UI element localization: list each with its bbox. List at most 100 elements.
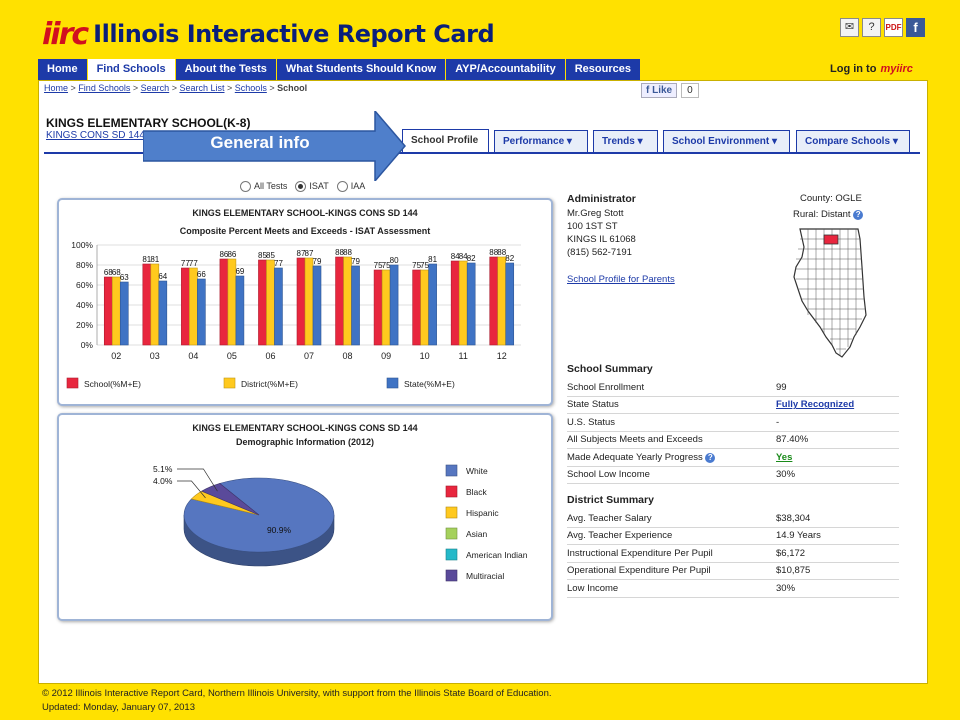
facebook-icon[interactable]: f (906, 18, 925, 37)
radio-isat[interactable]: ISAT (295, 181, 329, 193)
bar (103, 276, 113, 346)
admin-name: Mr.Greg Stott (567, 208, 624, 219)
y-tick-label: 20% (76, 320, 93, 330)
breadcrumb-current: School (277, 83, 308, 93)
footer: © 2012 Illinois Interactive Report Card,… (42, 687, 552, 715)
data-label: 64 (158, 272, 167, 281)
nav-what-students-know[interactable]: What Students Should Know (276, 59, 447, 80)
tab-trends[interactable]: Trends ▾ (593, 130, 658, 152)
bar (197, 278, 206, 346)
district-link[interactable]: KINGS CONS SD 144 (46, 130, 145, 141)
bar (450, 260, 460, 346)
data-label: 81 (428, 255, 437, 264)
admin-address1: 100 1ST ST (567, 221, 618, 232)
school-name: KINGS ELEMENTARY SCHOOL(K-8) (46, 116, 251, 130)
help-icon[interactable]: ? (853, 210, 864, 220)
legend-swatch (386, 377, 399, 389)
bar (274, 267, 283, 346)
legend-swatch (445, 569, 458, 582)
breadcrumb-find-schools[interactable]: Find Schools (78, 83, 131, 93)
pie-title: KINGS ELEMENTARY SCHOOL-KINGS CONS SD 14… (192, 423, 418, 433)
tab-school-profile[interactable]: School Profile (402, 129, 489, 153)
y-tick-label: 60% (76, 280, 93, 290)
data-label: 77 (274, 259, 283, 268)
like-button[interactable]: f Like (641, 83, 678, 98)
bar (389, 264, 399, 346)
data-label: 79 (351, 257, 360, 266)
state-status-link[interactable]: Fully Recognized (776, 399, 855, 411)
chevron-down-icon: ▾ (772, 136, 778, 147)
x-tick-label: 11 (459, 351, 468, 361)
breadcrumb-schools[interactable]: Schools (234, 83, 267, 93)
tab-school-environment[interactable]: School Environment ▾ (663, 130, 790, 152)
bar (489, 256, 499, 346)
mail-icon[interactable]: ✉ (840, 18, 859, 37)
district-summary-table: Avg. Teacher Salary $38,304 Avg. Teacher … (567, 510, 899, 598)
breadcrumb-home[interactable]: Home (44, 83, 69, 93)
isat-chart-panel: KINGS ELEMENTARY SCHOOL-KINGS CONS SD 14… (57, 198, 553, 406)
legend-label: Asian (466, 529, 488, 539)
x-tick-label: 10 (420, 351, 430, 361)
help-icon[interactable]: ? (862, 18, 881, 37)
login-link[interactable]: Log in to myiirc (830, 63, 913, 75)
demographic-chart-panel: KINGS ELEMENTARY SCHOOL-KINGS CONS SD 14… (57, 413, 553, 621)
legend-swatch (445, 548, 458, 561)
data-label: 88 (335, 248, 344, 257)
bar (505, 262, 515, 346)
chart-subtitle: Composite Percent Meets and Exceeds - IS… (179, 226, 431, 236)
table-row: Made Adequate Yearly Progress ? Yes (567, 448, 899, 467)
data-label: 77 (189, 259, 198, 268)
bar (119, 281, 129, 346)
tab-compare-schools[interactable]: Compare Schools ▾ (796, 130, 910, 152)
tab-performance[interactable]: Performance ▾ (494, 130, 588, 152)
bar (335, 256, 344, 346)
y-tick-label: 40% (76, 300, 93, 310)
nav-resources[interactable]: Resources (565, 59, 641, 80)
legend-label: School(%M+E) (84, 379, 141, 389)
admin-heading: Administrator (567, 193, 636, 205)
radio-all-tests[interactable]: All Tests (240, 181, 287, 193)
county-highlight (823, 234, 839, 245)
chevron-down-icon: ▾ (892, 136, 898, 147)
data-label: 75 (382, 261, 391, 270)
data-label: 86 (219, 250, 228, 259)
facebook-like: f Like 0 (641, 83, 699, 98)
table-row: U.S. Status - (567, 413, 899, 432)
nav-home[interactable]: Home (38, 59, 88, 80)
nav-ayp[interactable]: AYP/Accountability (446, 59, 566, 80)
ayp-link[interactable]: Yes (776, 451, 793, 463)
parents-profile-link[interactable]: School Profile for Parents (567, 274, 675, 285)
nav-about-tests[interactable]: About the Tests (175, 59, 277, 80)
data-label: 63 (120, 273, 129, 282)
help-icon[interactable]: ? (705, 452, 716, 463)
admin-address2: KINGS IL 61068 (567, 234, 636, 245)
tab-underline (44, 152, 920, 154)
x-tick-label: 04 (188, 351, 198, 361)
data-label: 88 (343, 248, 352, 257)
radio-icon (336, 181, 348, 193)
data-label: 84 (451, 252, 460, 261)
legend-swatch (445, 485, 458, 498)
bar (219, 258, 229, 346)
pdf-icon[interactable]: PDF (884, 18, 903, 37)
logo-mark: iirc (42, 16, 89, 52)
slice-label: 90.9% (267, 525, 292, 535)
school-summary-table: School Enrollment 99 State Status Fully Re… (567, 379, 899, 484)
nav-find-schools[interactable]: Find Schools (87, 59, 176, 80)
bar (158, 280, 168, 346)
data-label: 85 (266, 251, 275, 260)
test-filter: All Tests ISAT IAA (240, 181, 365, 193)
bar (497, 256, 507, 346)
x-tick-label: 02 (111, 351, 121, 361)
site-logo[interactable]: iirc Illinois Interactive Report Card (42, 16, 495, 52)
admin-phone: (815) 562-7191 (567, 247, 632, 258)
data-label: 88 (489, 248, 498, 257)
legend-swatch (66, 377, 79, 389)
radio-iaa[interactable]: IAA (336, 181, 365, 193)
slice-label: 5.1% (153, 464, 173, 474)
breadcrumb-search-list[interactable]: Search List (179, 83, 225, 93)
breadcrumb-search[interactable]: Search (140, 83, 170, 93)
data-label: 75 (412, 261, 421, 270)
myiirc-logo: myiirc (880, 63, 913, 75)
